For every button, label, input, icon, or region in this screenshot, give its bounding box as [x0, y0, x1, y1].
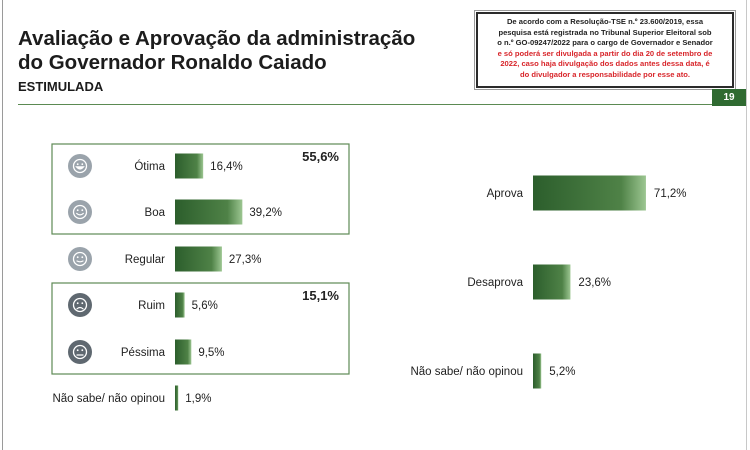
- bar-ruim: [175, 292, 185, 318]
- category-label-boa: Boa: [145, 207, 166, 219]
- value-label-otima: 16,4%: [210, 161, 243, 173]
- approval-bar-desaprova: [533, 264, 571, 300]
- approval-category-label-aprova: Aprova: [487, 188, 524, 200]
- value-label-ruim: 5,6%: [192, 300, 218, 312]
- page-number-badge: 19: [712, 89, 746, 106]
- approval-chart: Aprova 71,2% Desaprova 23,6% Não sabe/ não o…: [410, 175, 687, 389]
- bar-pessima: [175, 339, 192, 365]
- category-label-otima: Ótima: [134, 160, 165, 173]
- bar-regular: [175, 246, 222, 272]
- evaluation-chart: 55,6% 15,1% Ótima 16,4% Boa 39,2% Regular 27,3%…: [51, 143, 350, 411]
- value-label-nao-sabe-nao-opinou: 1,9%: [185, 393, 211, 405]
- left-edge-line: [2, 0, 3, 450]
- page-title: Avaliação e Aprovação da administração d…: [18, 27, 415, 75]
- bar-nao-sabe-nao-opinou: [175, 385, 179, 411]
- bar-otima: [175, 153, 204, 179]
- pessima-very-sad-face-icon: [68, 340, 92, 364]
- legal-line-1: De acordo com a Resolução-TSE n.º 23.600…: [506, 17, 704, 26]
- category-label-regular: Regular: [125, 254, 165, 266]
- category-label-nao-sabe-nao-opinou: Não sabe/ não opinou: [52, 393, 165, 405]
- group-total-label-1: 55,6%: [302, 149, 339, 164]
- category-label-pessima: Péssima: [121, 347, 166, 359]
- right-edge-line: [746, 0, 747, 450]
- legal-line-2: pesquisa está registrada no Tribunal Sup…: [498, 27, 712, 37]
- value-label-pessima: 9,5%: [198, 347, 224, 359]
- regular-neutral-face-icon: [68, 247, 92, 271]
- approval-category-label-nao-sabe-nao-opinou: Não sabe/ não opinou: [410, 366, 523, 378]
- group-box-2: [51, 282, 350, 375]
- legal-line-6: do divulgador a responsabilidade por ess…: [519, 69, 691, 79]
- page-subtitle: ESTIMULADA: [18, 79, 104, 94]
- approval-value-label-nao-sabe-nao-opinou: 5,2%: [549, 366, 575, 378]
- header-divider: [18, 104, 712, 105]
- legal-line-4: e só poderá ser divulgada a partir do di…: [497, 48, 713, 58]
- boa-happy-face-icon: [68, 200, 92, 224]
- legal-line-5: 2022, caso haja divulgação dos dados ant…: [500, 59, 710, 69]
- otima-very-happy-face-icon: [68, 154, 92, 178]
- category-label-ruim: Ruim: [138, 300, 165, 312]
- legal-line-3: o n.º GO-09247/2022 para o cargo de Gove…: [497, 38, 713, 48]
- group-total-label-2: 15,1%: [302, 288, 339, 303]
- approval-bar-aprova: [533, 175, 646, 211]
- value-label-regular: 27,3%: [229, 254, 262, 266]
- title-line-1: Avaliação e Aprovação da administração: [18, 27, 416, 50]
- approval-value-label-aprova: 71,2%: [654, 188, 687, 200]
- legal-notice-box: De acordo com a Resolução-TSE n.º 23.600…: [474, 10, 736, 90]
- approval-category-label-desaprova: Desaprova: [467, 277, 523, 289]
- bar-boa: [175, 199, 243, 225]
- group-box-1: [51, 143, 350, 235]
- value-label-boa: 39,2%: [249, 207, 282, 219]
- approval-bar-nao-sabe-nao-opinou: [533, 353, 542, 389]
- ruim-sad-face-icon: [68, 293, 92, 317]
- approval-value-label-desaprova: 23,6%: [578, 277, 611, 289]
- title-line-2: do Governador Ronaldo Caiado: [18, 51, 327, 74]
